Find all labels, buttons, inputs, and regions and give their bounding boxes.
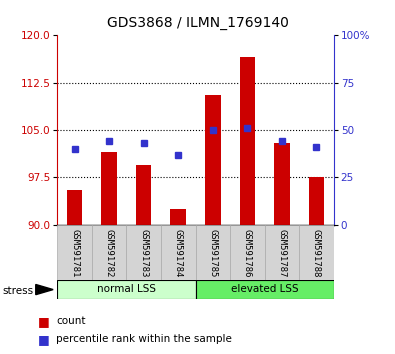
Bar [265, 225, 299, 281]
Polygon shape [36, 285, 53, 295]
Text: GSM591787: GSM591787 [277, 229, 286, 277]
Text: GSM591784: GSM591784 [174, 229, 183, 277]
Bar [230, 225, 265, 281]
Text: count: count [56, 316, 86, 326]
Bar [240, 57, 255, 225]
Bar [196, 225, 230, 281]
Text: GSM591781: GSM591781 [70, 229, 79, 277]
Text: GSM591783: GSM591783 [139, 229, 148, 277]
Text: GSM591786: GSM591786 [243, 229, 252, 277]
Text: GSM591788: GSM591788 [312, 229, 321, 277]
Bar [126, 225, 161, 281]
Bar [299, 225, 334, 281]
Text: percentile rank within the sample: percentile rank within the sample [56, 334, 232, 344]
Text: ■: ■ [38, 315, 49, 328]
Text: GSM591785: GSM591785 [208, 229, 217, 277]
Bar [205, 95, 220, 225]
Bar [92, 225, 126, 281]
Text: GSM591782: GSM591782 [105, 229, 114, 277]
Bar [136, 165, 151, 225]
Bar [274, 143, 290, 225]
Text: normal LSS: normal LSS [97, 284, 156, 295]
Bar [171, 209, 186, 225]
Bar [57, 280, 196, 299]
Bar [161, 225, 196, 281]
Bar [57, 225, 92, 281]
Bar [67, 190, 82, 225]
Text: ■: ■ [38, 333, 49, 346]
Bar [196, 280, 334, 299]
Text: elevated LSS: elevated LSS [231, 284, 299, 295]
Text: stress: stress [2, 286, 33, 296]
Bar [309, 177, 324, 225]
Text: GDS3868 / ILMN_1769140: GDS3868 / ILMN_1769140 [107, 16, 288, 30]
Bar [102, 152, 117, 225]
